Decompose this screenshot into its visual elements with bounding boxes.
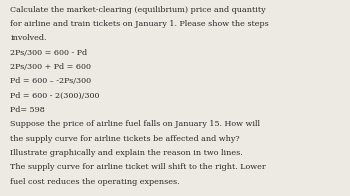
Text: 2Ps/300 + Pd = 600: 2Ps/300 + Pd = 600	[10, 63, 91, 71]
Text: Pd = 600 – -2Ps/300: Pd = 600 – -2Ps/300	[10, 77, 92, 85]
Text: for airline and train tickets on January 1. Please show the steps: for airline and train tickets on January…	[10, 20, 269, 28]
Text: The supply curve for airline ticket will shift to the right. Lower: The supply curve for airline ticket will…	[10, 163, 266, 171]
Text: 2Ps/300 = 600 - Pd: 2Ps/300 = 600 - Pd	[10, 49, 88, 57]
Text: the supply curve for airline tickets be affected and why?: the supply curve for airline tickets be …	[10, 135, 240, 143]
Text: Suppose the price of airline fuel falls on January 15. How will: Suppose the price of airline fuel falls …	[10, 120, 260, 128]
Text: fuel cost reduces the operating expenses.: fuel cost reduces the operating expenses…	[10, 178, 180, 186]
Text: Calculate the market-clearing (equilibrium) price and quantity: Calculate the market-clearing (equilibri…	[10, 6, 266, 14]
Text: involved.: involved.	[10, 34, 47, 43]
Text: Pd= 598: Pd= 598	[10, 106, 45, 114]
Text: Pd = 600 - 2(300)/300: Pd = 600 - 2(300)/300	[10, 92, 100, 100]
Text: Illustrate graphically and explain the reason in two lines.: Illustrate graphically and explain the r…	[10, 149, 243, 157]
